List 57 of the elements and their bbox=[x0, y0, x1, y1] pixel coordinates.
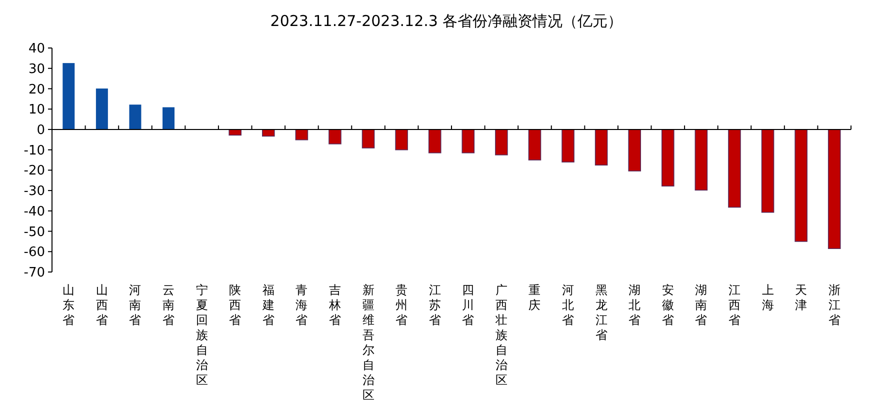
y-tick-label: -60 bbox=[24, 245, 45, 260]
x-tick-label: 福建省 bbox=[261, 283, 274, 327]
x-tick-label: 陕西省 bbox=[229, 283, 242, 327]
bar bbox=[129, 104, 142, 130]
y-tick-label: -40 bbox=[24, 204, 45, 220]
bar bbox=[794, 129, 808, 242]
y-tick-label: -10 bbox=[24, 143, 45, 158]
x-tick-label: 江西省 bbox=[728, 283, 740, 327]
x-tick-label: 青海省 bbox=[296, 283, 308, 327]
bar bbox=[62, 63, 75, 130]
y-tick-label: -70 bbox=[24, 266, 45, 281]
y-tick-label: -30 bbox=[24, 184, 45, 200]
x-tick-label: 湖南省 bbox=[695, 283, 708, 327]
bar bbox=[328, 129, 342, 144]
x-tick-label: 黑龙江省 bbox=[595, 283, 608, 342]
x-tick-label: 上海 bbox=[762, 283, 774, 312]
x-tick-label: 浙江省 bbox=[828, 283, 840, 327]
x-tick-label: 河北省 bbox=[562, 283, 574, 327]
bar bbox=[462, 129, 475, 154]
y-tick-label: -20 bbox=[24, 164, 45, 179]
bar bbox=[162, 107, 175, 130]
y-tick-label: 10 bbox=[28, 102, 45, 118]
y-tick-label: 40 bbox=[28, 42, 45, 57]
bar bbox=[694, 129, 708, 191]
x-tick-label: 天津 bbox=[795, 283, 808, 312]
bar bbox=[528, 129, 542, 160]
x-tick-label: 广西壮族自治区 bbox=[494, 283, 508, 387]
x-tick-label: 山西省 bbox=[96, 283, 108, 327]
bar bbox=[662, 129, 674, 186]
x-tick-label: 云南省 bbox=[162, 283, 175, 327]
x-tick-label: 山东省 bbox=[62, 283, 75, 327]
bar bbox=[428, 129, 442, 154]
x-tick-label: 新疆维吾尔自治区 bbox=[362, 283, 374, 402]
bar bbox=[395, 129, 408, 150]
x-tick-label: 湖北省 bbox=[628, 283, 641, 327]
x-tick-label: 吉林省 bbox=[328, 283, 341, 327]
chart-title: 2023.11.27-2023.12.3 各省份净融资情况（亿元） bbox=[270, 12, 623, 30]
bar bbox=[728, 129, 741, 208]
bar bbox=[562, 129, 574, 162]
bar bbox=[628, 129, 641, 172]
bar bbox=[495, 129, 508, 156]
y-tick-label: 20 bbox=[28, 82, 45, 98]
bar bbox=[96, 88, 108, 130]
x-tick-label: 安徽省 bbox=[662, 283, 674, 327]
bar bbox=[828, 129, 841, 249]
x-tick-label: 河南省 bbox=[129, 283, 142, 327]
x-tick-label: 四川省 bbox=[462, 283, 474, 327]
x-tick-label: 江苏省 bbox=[428, 283, 441, 327]
x-tick-label: 重庆 bbox=[528, 283, 541, 312]
x-tick-label: 贵州省 bbox=[396, 283, 408, 327]
bar bbox=[761, 129, 774, 213]
y-tick-label: -50 bbox=[24, 224, 45, 240]
bar bbox=[594, 129, 608, 166]
bar bbox=[362, 129, 375, 148]
y-tick-label: 30 bbox=[28, 62, 45, 77]
x-tick-label: 宁夏回族自治区 bbox=[196, 283, 208, 387]
y-tick-label: 0 bbox=[36, 123, 45, 138]
